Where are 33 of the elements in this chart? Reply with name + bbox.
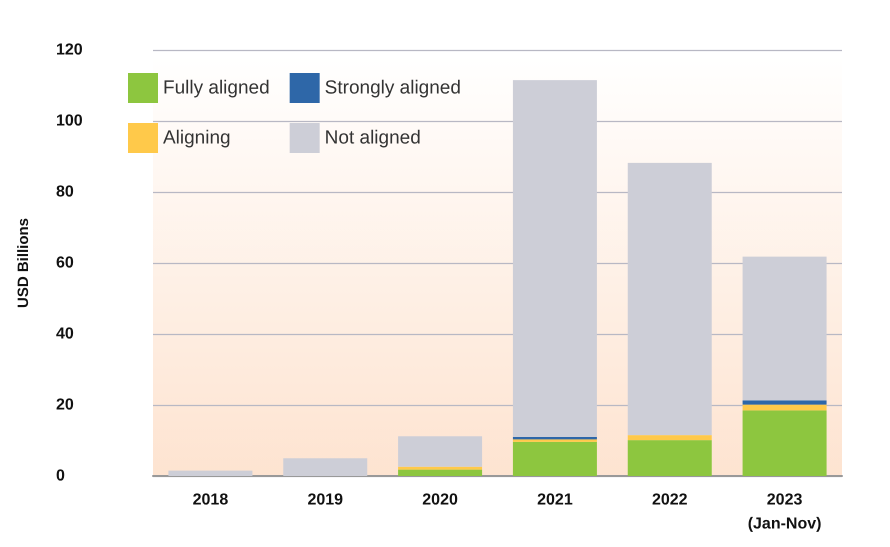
legend-label: Aligning <box>163 128 231 148</box>
bar <box>512 80 597 437</box>
y-axis-title: USD Billions <box>15 218 32 308</box>
legend-label: Strongly aligned <box>324 78 461 98</box>
y-tick-label: 80 <box>56 184 74 200</box>
bar <box>628 440 712 476</box>
bar <box>628 162 712 436</box>
bar <box>742 404 827 410</box>
x-tick-label: 2018 <box>192 492 228 508</box>
x-tick-label: 2023 (Jan-Nov) <box>748 492 822 532</box>
bar <box>512 436 597 440</box>
y-tick-label: 60 <box>56 254 74 272</box>
y-tick-label: 20 <box>56 396 74 414</box>
bar <box>398 470 482 476</box>
y-tick-label: 0 <box>56 468 65 484</box>
y-tick-label: 40 <box>56 326 74 342</box>
y-tick-label: 120 <box>56 42 83 58</box>
bar <box>512 442 597 476</box>
bar <box>283 458 368 476</box>
legend-label: Not aligned <box>324 128 421 148</box>
x-tick-label: 2021 <box>537 492 573 508</box>
bar <box>742 410 827 476</box>
bar <box>168 470 252 476</box>
bar <box>742 400 827 405</box>
x-tick-label: 2022 <box>652 492 688 508</box>
x-tick-label: 2019 <box>307 492 344 508</box>
bar <box>398 436 482 467</box>
bar <box>628 435 712 440</box>
bar <box>742 256 827 400</box>
legend-label: Fully aligned <box>163 78 270 98</box>
x-tick-label: 2020 <box>422 492 458 508</box>
bar <box>512 439 597 442</box>
y-tick-label: 100 <box>56 112 83 130</box>
